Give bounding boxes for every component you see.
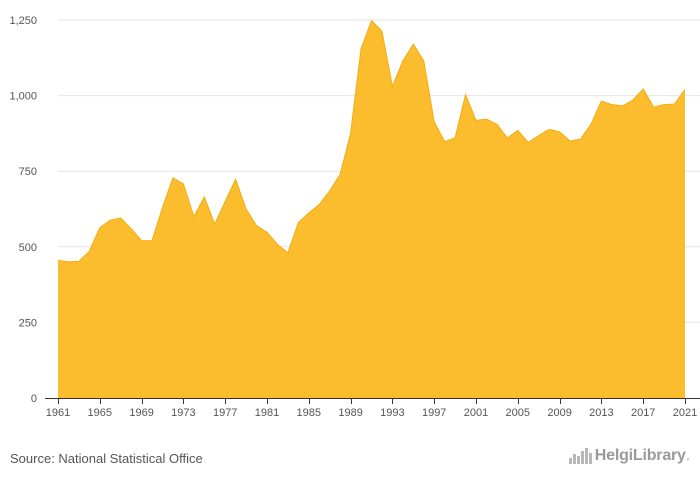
data-point	[432, 120, 436, 124]
data-point	[108, 218, 112, 222]
bar-chart-icon	[568, 448, 592, 464]
brand-name: HelgiLibrary.	[594, 447, 690, 464]
data-point	[662, 103, 666, 107]
y-tick-label: 500	[19, 242, 37, 254]
source-note: Source: National Statistical Office	[10, 451, 203, 466]
data-point	[484, 117, 488, 121]
data-point	[192, 215, 196, 219]
data-point	[202, 195, 206, 199]
data-point	[296, 221, 300, 225]
data-point	[505, 136, 509, 140]
data-point	[223, 199, 227, 203]
data-point	[275, 242, 279, 246]
data-point	[411, 42, 415, 46]
data-point	[286, 251, 290, 255]
data-point	[338, 172, 342, 176]
x-tick-label: 1961	[46, 407, 70, 419]
data-point	[380, 29, 384, 33]
data-point	[683, 88, 687, 92]
chart-area: 0 250 500 750 1,000 1,250 1961 1965 1969 1973 1977…	[9, 15, 700, 419]
data-point	[129, 227, 133, 231]
area-chart: 0 250 500 750 1,000 1,250 1961 1965 1969 1973 1977…	[9, 15, 700, 419]
x-tick-label: 1965	[88, 407, 112, 419]
data-point	[244, 207, 248, 211]
data-point	[150, 239, 154, 243]
data-point	[66, 260, 70, 264]
x-tick-label: 2001	[464, 407, 488, 419]
data-point	[56, 258, 60, 262]
data-point	[370, 19, 374, 23]
data-point	[464, 93, 468, 97]
y-tick-label: 1,250	[9, 15, 37, 27]
area-series-value	[58, 20, 685, 399]
data-point	[568, 139, 572, 143]
data-point	[328, 189, 332, 193]
x-tick-label: 2021	[673, 407, 697, 419]
x-tick-label: 1989	[338, 407, 362, 419]
x-tick-label: 2017	[631, 407, 655, 419]
data-point	[307, 211, 311, 215]
data-point	[516, 128, 520, 132]
data-point	[390, 85, 394, 89]
y-tick-label: 0	[31, 393, 37, 405]
data-point	[599, 99, 603, 103]
data-point	[453, 136, 457, 140]
data-point	[213, 222, 217, 226]
data-point	[265, 230, 269, 234]
data-point	[495, 122, 499, 126]
x-tick-label: 1969	[129, 407, 153, 419]
x-tick-label: 2009	[547, 407, 571, 419]
y-tick-label: 750	[19, 166, 37, 178]
data-point	[652, 105, 656, 109]
x-tick-label: 1997	[422, 407, 446, 419]
helgi-library-logo[interactable]: HelgiLibrary.	[568, 447, 690, 465]
data-point	[349, 131, 353, 135]
x-tick-label: 1977	[213, 407, 237, 419]
y-tick-label: 1,000	[9, 91, 37, 103]
data-point	[140, 239, 144, 243]
x-tick-label: 1985	[297, 407, 321, 419]
data-point	[98, 226, 102, 230]
data-point	[161, 205, 165, 209]
x-tick-label: 2005	[506, 407, 530, 419]
data-point	[401, 59, 405, 63]
data-point	[673, 102, 677, 106]
data-point	[589, 122, 593, 126]
x-tick-label: 1981	[255, 407, 279, 419]
x-tick-label: 2013	[589, 407, 613, 419]
series-line	[57, 19, 686, 263]
data-point	[359, 47, 363, 51]
data-point	[641, 87, 645, 91]
data-point	[422, 59, 426, 63]
y-tick-label: 250	[19, 317, 37, 329]
data-point	[620, 104, 624, 108]
data-point	[443, 140, 447, 144]
x-tick-label: 1993	[380, 407, 404, 419]
x-tick-label: 1973	[171, 407, 195, 419]
data-point	[558, 130, 562, 134]
data-point	[119, 216, 123, 220]
data-point	[77, 259, 81, 263]
data-point	[317, 202, 321, 206]
data-point	[547, 127, 551, 131]
data-point	[181, 182, 185, 186]
data-point	[579, 137, 583, 141]
data-point	[234, 177, 238, 181]
data-point	[87, 249, 91, 253]
data-point	[631, 98, 635, 102]
data-point	[171, 176, 175, 180]
data-point	[610, 103, 614, 107]
data-point	[526, 140, 530, 144]
data-point	[474, 118, 478, 122]
data-point	[255, 224, 259, 228]
data-point	[537, 134, 541, 138]
